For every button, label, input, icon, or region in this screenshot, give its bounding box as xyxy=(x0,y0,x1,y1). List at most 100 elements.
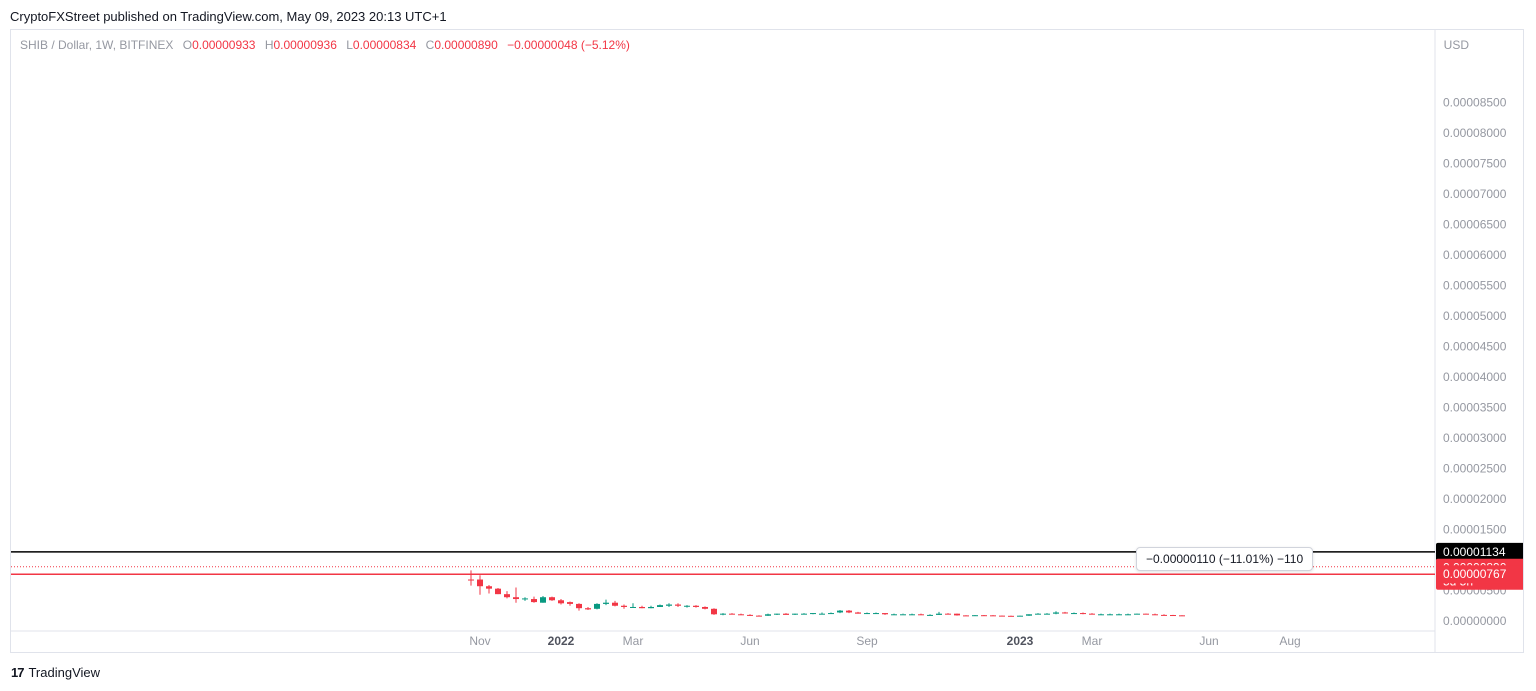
candle-body[interactable] xyxy=(684,605,690,607)
candle-body[interactable] xyxy=(630,606,636,608)
candle-body[interactable] xyxy=(711,608,717,615)
candle-body[interactable] xyxy=(1134,613,1140,615)
candle-body[interactable] xyxy=(558,600,564,604)
chart-panel[interactable]: 0.000000000.000005000.000010000.00001500… xyxy=(10,29,1524,653)
candle-body[interactable] xyxy=(1071,613,1077,615)
candle-body[interactable] xyxy=(918,614,924,616)
candle-body[interactable] xyxy=(477,579,483,587)
candle-body[interactable] xyxy=(567,602,573,604)
candle-body[interactable] xyxy=(846,610,852,613)
candle-body[interactable] xyxy=(981,615,987,617)
candle-body[interactable] xyxy=(801,613,807,615)
candle-body[interactable] xyxy=(1008,615,1014,617)
candle-body[interactable] xyxy=(1026,614,1032,616)
y-tick-label: 0.00007500 xyxy=(1443,157,1507,171)
candle-body[interactable] xyxy=(873,613,879,615)
candle-body[interactable] xyxy=(576,603,582,609)
candle-body[interactable] xyxy=(1044,613,1050,615)
y-tick-label: 0.00002000 xyxy=(1443,492,1507,506)
candle-body[interactable] xyxy=(1179,615,1185,617)
high-value: 0.00000936 xyxy=(273,38,337,52)
candle-body[interactable] xyxy=(693,605,699,607)
candle-body[interactable] xyxy=(963,615,969,617)
candle-body[interactable] xyxy=(1089,613,1095,615)
candle-body[interactable] xyxy=(1053,612,1059,614)
candle-body[interactable] xyxy=(513,597,519,600)
change-value: −0.00000048 (−5.12%) xyxy=(507,38,630,52)
candle-body[interactable] xyxy=(945,613,951,615)
publisher-header: CryptoFXStreet published on TradingView.… xyxy=(10,9,447,24)
candle-body[interactable] xyxy=(504,594,510,598)
candle-body[interactable] xyxy=(603,602,609,604)
candle-body[interactable] xyxy=(675,604,681,606)
candle-body[interactable] xyxy=(486,586,492,589)
candle-body[interactable] xyxy=(936,613,942,615)
candle-body[interactable] xyxy=(990,615,996,617)
candle-body[interactable] xyxy=(1035,613,1041,615)
candle-body[interactable] xyxy=(594,603,600,609)
candle-body[interactable] xyxy=(819,613,825,615)
candle-body[interactable] xyxy=(495,588,501,595)
candle-body[interactable] xyxy=(1143,613,1149,615)
candle-body[interactable] xyxy=(1152,614,1158,616)
candle-body[interactable] xyxy=(765,614,771,616)
candle-body[interactable] xyxy=(756,615,762,617)
y-tick-label: 0.00006500 xyxy=(1443,218,1507,232)
candle-body[interactable] xyxy=(927,614,933,616)
candle-body[interactable] xyxy=(972,615,978,617)
candle-body[interactable] xyxy=(729,613,735,615)
candle-body[interactable] xyxy=(900,614,906,616)
candle-body[interactable] xyxy=(954,613,960,616)
candle-body[interactable] xyxy=(1116,614,1122,616)
candle-body[interactable] xyxy=(522,598,528,600)
candle-body[interactable] xyxy=(549,597,555,601)
candle-body[interactable] xyxy=(864,613,870,615)
candle-body[interactable] xyxy=(810,613,816,615)
candle-body[interactable] xyxy=(666,604,672,606)
candle-body[interactable] xyxy=(1161,614,1167,616)
symbol-label[interactable]: SHIB / Dollar, 1W, BITFINEX xyxy=(20,38,174,52)
y-tick-label: 0.00000000 xyxy=(1443,614,1507,628)
candle-body[interactable] xyxy=(639,606,645,609)
candle-body[interactable] xyxy=(1170,615,1176,617)
candle-body[interactable] xyxy=(999,615,1005,617)
candle-body[interactable] xyxy=(720,613,726,615)
high-key: H xyxy=(264,38,274,52)
candle-body[interactable] xyxy=(855,612,861,614)
candle-body[interactable] xyxy=(909,614,915,616)
candlestick-chart[interactable]: 0.000000000.000005000.000010000.00001500… xyxy=(11,30,1524,653)
y-tick-label: 0.00001500 xyxy=(1443,523,1507,537)
currency-label[interactable]: USD xyxy=(1443,38,1469,52)
price-label-red-line-bg xyxy=(1436,565,1523,584)
candle-body[interactable] xyxy=(540,597,546,603)
candle-body[interactable] xyxy=(738,614,744,616)
candle-body[interactable] xyxy=(882,613,888,615)
candle-body[interactable] xyxy=(1080,613,1086,615)
candle-body[interactable] xyxy=(1017,615,1023,617)
candle-body[interactable] xyxy=(792,613,798,615)
candle-body[interactable] xyxy=(621,605,627,607)
y-tick-label: 0.00004000 xyxy=(1443,370,1507,384)
candle-body[interactable] xyxy=(648,606,654,609)
candle-body[interactable] xyxy=(1125,614,1131,616)
candle-body[interactable] xyxy=(612,602,618,606)
y-tick-label: 0.00006000 xyxy=(1443,248,1507,262)
ohlc-legend: SHIB / Dollar, 1W, BITFINEX O0.00000933 … xyxy=(20,38,630,52)
candle-body[interactable] xyxy=(702,606,708,609)
candle-body[interactable] xyxy=(585,608,591,610)
candle-body[interactable] xyxy=(468,579,474,581)
candle-body[interactable] xyxy=(1107,614,1113,616)
candle-body[interactable] xyxy=(891,614,897,616)
open-value: 0.00000933 xyxy=(192,38,256,52)
candle-body[interactable] xyxy=(783,613,789,615)
low-key: L xyxy=(346,38,353,52)
y-tick-label: 0.00002500 xyxy=(1443,462,1507,476)
candle-body[interactable] xyxy=(657,605,663,607)
candle-body[interactable] xyxy=(1098,614,1104,616)
candle-body[interactable] xyxy=(1062,612,1068,614)
candle-body[interactable] xyxy=(774,613,780,615)
candle-body[interactable] xyxy=(747,614,753,616)
candle-body[interactable] xyxy=(828,613,834,615)
candle-body[interactable] xyxy=(531,599,537,603)
candle-body[interactable] xyxy=(837,610,843,613)
